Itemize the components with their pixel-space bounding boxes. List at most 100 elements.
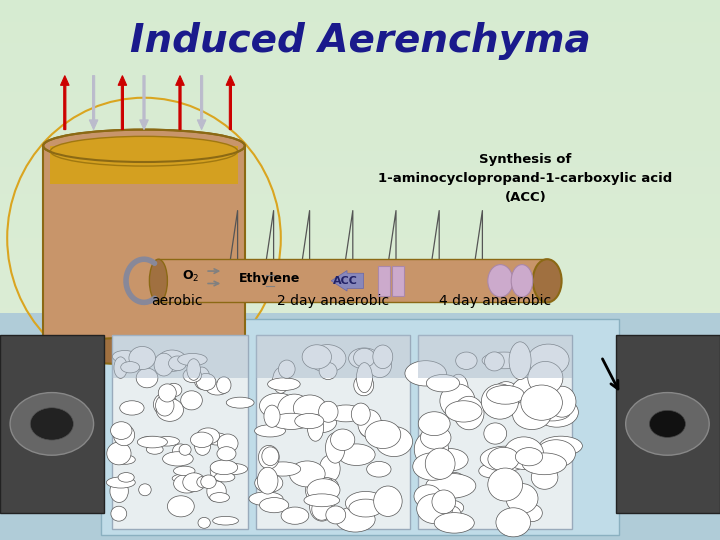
Bar: [0, 513, 720, 518]
Bar: [0, 475, 720, 481]
Ellipse shape: [454, 396, 484, 430]
Ellipse shape: [449, 374, 468, 402]
Bar: [0, 243, 720, 248]
FancyArrow shape: [140, 76, 148, 130]
Bar: [0, 443, 720, 448]
Ellipse shape: [217, 434, 238, 453]
Ellipse shape: [432, 490, 456, 514]
Bar: [0, 394, 720, 400]
Ellipse shape: [212, 516, 238, 525]
Bar: [0, 389, 720, 394]
Bar: [0, 200, 720, 205]
Ellipse shape: [528, 361, 563, 395]
Bar: [0, 43, 720, 49]
Bar: [0, 454, 720, 459]
Ellipse shape: [522, 504, 542, 522]
Bar: [43, 146, 245, 351]
Bar: [0, 346, 720, 351]
Ellipse shape: [168, 496, 194, 517]
Ellipse shape: [110, 480, 128, 502]
Bar: [0, 38, 720, 43]
Bar: [0, 5, 720, 11]
Bar: [0, 238, 720, 243]
Bar: [0, 281, 720, 286]
Ellipse shape: [309, 482, 326, 503]
Ellipse shape: [512, 376, 556, 402]
Bar: [616, 335, 720, 513]
Bar: [0, 464, 720, 470]
Bar: [0, 470, 720, 475]
Ellipse shape: [293, 395, 326, 421]
Ellipse shape: [375, 427, 413, 457]
Bar: [0, 459, 720, 464]
Ellipse shape: [328, 405, 364, 422]
Bar: [0, 227, 720, 232]
Ellipse shape: [456, 352, 477, 369]
Bar: [256, 335, 410, 377]
FancyArrow shape: [226, 76, 235, 130]
Bar: [0, 302, 720, 308]
Bar: [0, 11, 720, 16]
Ellipse shape: [111, 506, 127, 521]
Ellipse shape: [255, 425, 285, 437]
Ellipse shape: [482, 384, 518, 419]
Ellipse shape: [107, 477, 135, 488]
Ellipse shape: [318, 477, 336, 504]
Bar: [0, 437, 720, 443]
Bar: [0, 319, 720, 324]
Bar: [0, 529, 720, 535]
Bar: [0, 0, 720, 5]
Ellipse shape: [484, 423, 507, 444]
Bar: [0, 329, 720, 335]
Bar: [0, 427, 720, 432]
Ellipse shape: [259, 393, 297, 418]
Ellipse shape: [348, 348, 380, 369]
Ellipse shape: [480, 446, 531, 471]
Ellipse shape: [265, 462, 301, 476]
Bar: [0, 54, 720, 59]
Circle shape: [626, 393, 709, 455]
Ellipse shape: [310, 492, 334, 521]
Ellipse shape: [154, 436, 179, 446]
Ellipse shape: [114, 424, 135, 445]
Bar: [0, 65, 720, 70]
Ellipse shape: [346, 491, 386, 515]
Bar: [0, 189, 720, 194]
Ellipse shape: [302, 345, 331, 369]
Ellipse shape: [249, 492, 283, 505]
Ellipse shape: [139, 484, 151, 496]
Circle shape: [30, 408, 73, 440]
Bar: [0, 86, 720, 92]
Bar: [0, 178, 720, 184]
Ellipse shape: [187, 359, 200, 380]
Bar: [0, 27, 720, 32]
Bar: [0, 486, 720, 491]
Ellipse shape: [255, 474, 283, 492]
Bar: [0, 162, 720, 167]
Ellipse shape: [509, 342, 531, 380]
Ellipse shape: [413, 453, 453, 480]
Ellipse shape: [111, 422, 132, 440]
Ellipse shape: [442, 506, 462, 524]
Text: 4 day anaerobic: 4 day anaerobic: [439, 294, 552, 308]
Ellipse shape: [257, 467, 278, 494]
Bar: [256, 335, 410, 529]
Ellipse shape: [511, 265, 533, 297]
Ellipse shape: [136, 368, 158, 388]
Ellipse shape: [312, 498, 332, 520]
Ellipse shape: [539, 436, 582, 456]
Bar: [0, 313, 720, 540]
Ellipse shape: [330, 429, 355, 450]
Ellipse shape: [349, 499, 382, 517]
Ellipse shape: [513, 399, 552, 429]
Ellipse shape: [482, 352, 526, 369]
Ellipse shape: [294, 414, 324, 429]
FancyArrow shape: [89, 76, 98, 130]
Bar: [0, 184, 720, 189]
Ellipse shape: [420, 426, 451, 449]
Bar: [0, 265, 720, 270]
Bar: [0, 497, 720, 502]
Bar: [0, 502, 720, 508]
FancyArrow shape: [176, 76, 184, 130]
Bar: [50, 146, 238, 184]
